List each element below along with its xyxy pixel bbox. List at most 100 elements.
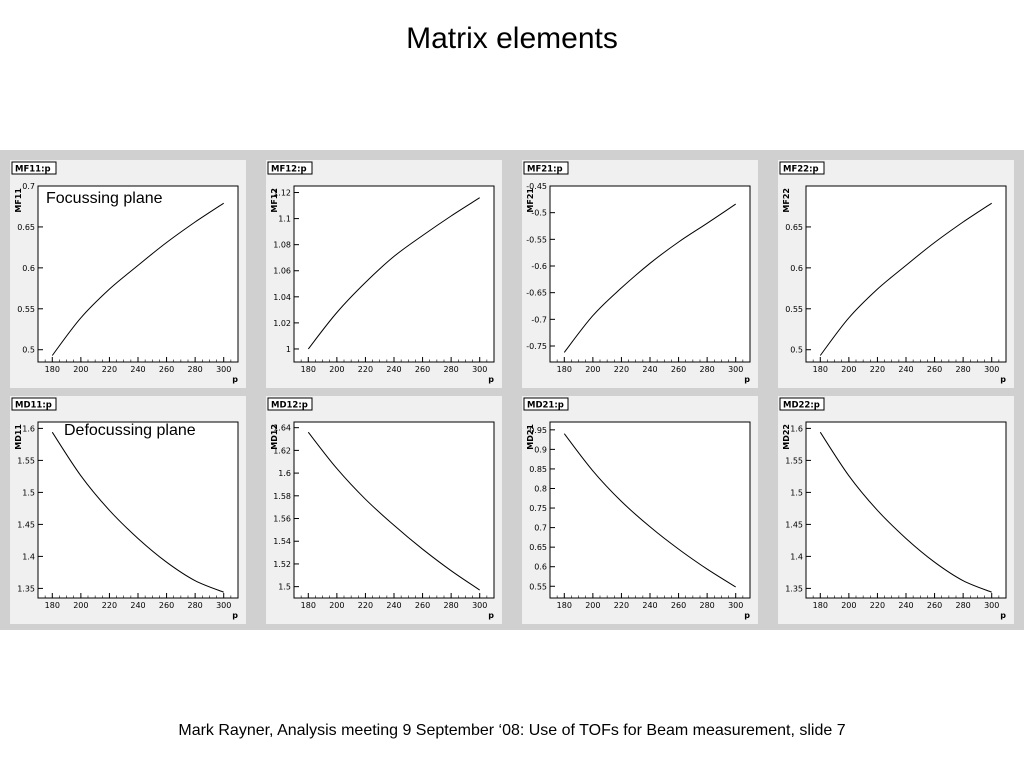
x-tick-label: 260 xyxy=(415,601,430,610)
plot-frame xyxy=(805,421,1007,599)
x-tick-label: 200 xyxy=(585,601,600,610)
pad-title: MD11:p xyxy=(15,401,52,411)
x-tick-label: 180 xyxy=(557,601,572,610)
x-tick-label: 240 xyxy=(898,365,913,374)
x-axis-label: p xyxy=(1000,611,1006,620)
x-tick-label: 200 xyxy=(585,365,600,374)
y-tick-label: -0.75 xyxy=(526,342,547,351)
y-tick-label: 1.45 xyxy=(785,520,803,529)
y-tick-label: 0.9 xyxy=(534,445,547,454)
y-tick-label: 1.6 xyxy=(278,469,291,478)
x-tick-label: 180 xyxy=(813,601,828,610)
focussing-plane-label: Focussing plane xyxy=(46,190,163,207)
pad-title: MF11:p xyxy=(15,165,51,175)
pad-title-box xyxy=(267,397,313,411)
x-tick-label: 260 xyxy=(927,601,942,610)
y-tick-label: 0.65 xyxy=(529,543,547,552)
y-tick-label: 1.35 xyxy=(785,584,803,593)
plot-frame xyxy=(549,185,751,363)
x-tick-label: 260 xyxy=(415,365,430,374)
pad-title: MD12:p xyxy=(271,401,308,411)
y-tick-label: 1.45 xyxy=(17,520,35,529)
x-tick-label: 220 xyxy=(358,601,373,610)
plot-pad-mf22: MF22:p 180 200 220 240 260 280 300 0.5 0.55 0.6 0.6… xyxy=(778,160,1014,388)
y-tick-label: 1.4 xyxy=(790,552,803,561)
x-tick-label: 240 xyxy=(898,601,913,610)
x-tick-label: 260 xyxy=(671,365,686,374)
y-tick-label: 0.7 xyxy=(534,524,547,533)
y-axis-label: MF21 xyxy=(526,188,535,213)
x-tick-label: 280 xyxy=(188,365,203,374)
slide-footer: Mark Rayner, Analysis meeting 9 Septembe… xyxy=(178,722,846,739)
plot-frame xyxy=(549,421,751,599)
y-tick-label: 0.55 xyxy=(785,305,803,314)
x-tick-label: 280 xyxy=(444,365,459,374)
x-tick-label: 300 xyxy=(216,365,231,374)
y-tick-label: 0.85 xyxy=(529,465,547,474)
pad-title-box xyxy=(779,161,825,175)
x-tick-label: 200 xyxy=(841,601,856,610)
series-line-mf22 xyxy=(819,202,992,356)
pad-title-box xyxy=(523,397,569,411)
pad-title: MF22:p xyxy=(783,165,819,175)
pad-title: MF21:p xyxy=(527,165,563,175)
x-tick-label: 180 xyxy=(45,601,60,610)
plot-pad-md12: MD12:p 180 200 220 240 260 280 300 1.5 1.52 1.54 1.… xyxy=(266,396,502,624)
series-line-md12 xyxy=(307,431,480,591)
y-axis-label: MD11 xyxy=(14,424,23,450)
y-tick-label: 0.55 xyxy=(529,582,547,591)
y-tick-label: 0.55 xyxy=(17,305,35,314)
y-tick-label: 0.65 xyxy=(17,223,35,232)
y-tick-label: -0.45 xyxy=(526,182,547,191)
y-tick-label: 1.5 xyxy=(278,583,291,592)
x-axis-label: p xyxy=(488,375,494,384)
x-tick-label: 220 xyxy=(614,601,629,610)
x-tick-label: 280 xyxy=(700,365,715,374)
y-tick-label: 1.12 xyxy=(273,189,291,198)
defocussing-plane-label: Defocussing plane xyxy=(64,422,196,439)
slide-title: Matrix elements xyxy=(406,22,618,55)
y-axis-label: MF11 xyxy=(14,188,23,213)
x-tick-label: 300 xyxy=(472,601,487,610)
x-tick-label: 260 xyxy=(159,365,174,374)
x-tick-label: 280 xyxy=(956,365,971,374)
x-axis-label: p xyxy=(744,611,750,620)
y-tick-label: 0.75 xyxy=(529,504,547,513)
series-line-md21 xyxy=(563,433,736,588)
y-tick-label: -0.6 xyxy=(531,262,547,271)
x-tick-label: 200 xyxy=(73,365,88,374)
pad-title-box xyxy=(523,161,569,175)
x-tick-label: 300 xyxy=(216,601,231,610)
x-tick-label: 300 xyxy=(728,601,743,610)
plot-frame xyxy=(293,185,495,363)
plots-grid: MF11:p 180 200 220 240 260 280 300 0.5 0.55 0.6 0.6… xyxy=(10,160,1014,624)
plot-pad-mf21: MF21:p 180 200 220 240 260 280 300 -0.75 -0.7 -0.6… xyxy=(522,160,758,388)
plot-pad-md22: MD22:p 180 200 220 240 260 280 300 1.35 1.4 1.45 1.… xyxy=(778,396,1014,624)
y-tick-label: 1.52 xyxy=(273,560,291,569)
x-tick-label: 180 xyxy=(45,365,60,374)
series-line-mf11 xyxy=(51,202,224,356)
y-tick-label: 1.55 xyxy=(17,456,35,465)
y-tick-label: 0.95 xyxy=(529,426,547,435)
x-tick-label: 240 xyxy=(386,365,401,374)
x-tick-label: 220 xyxy=(102,601,117,610)
x-tick-label: 220 xyxy=(614,365,629,374)
x-tick-label: 280 xyxy=(444,601,459,610)
x-tick-label: 280 xyxy=(700,601,715,610)
y-tick-label: 1.1 xyxy=(278,215,291,224)
y-tick-label: 1.54 xyxy=(273,537,291,546)
pad-title: MF12:p xyxy=(271,165,307,175)
x-axis-label: p xyxy=(744,375,750,384)
x-tick-label: 200 xyxy=(329,365,344,374)
x-tick-label: 180 xyxy=(301,365,316,374)
x-tick-label: 200 xyxy=(73,601,88,610)
x-tick-label: 180 xyxy=(301,601,316,610)
y-tick-label: 0.6 xyxy=(22,264,35,273)
y-axis-label: MF22 xyxy=(782,188,791,213)
x-tick-label: 260 xyxy=(159,601,174,610)
y-tick-label: 0.65 xyxy=(785,223,803,232)
y-axis-label: MF12 xyxy=(270,188,279,213)
series-line-md22 xyxy=(819,431,992,593)
y-tick-label: 1.06 xyxy=(273,267,291,276)
y-tick-label: 1.55 xyxy=(785,456,803,465)
